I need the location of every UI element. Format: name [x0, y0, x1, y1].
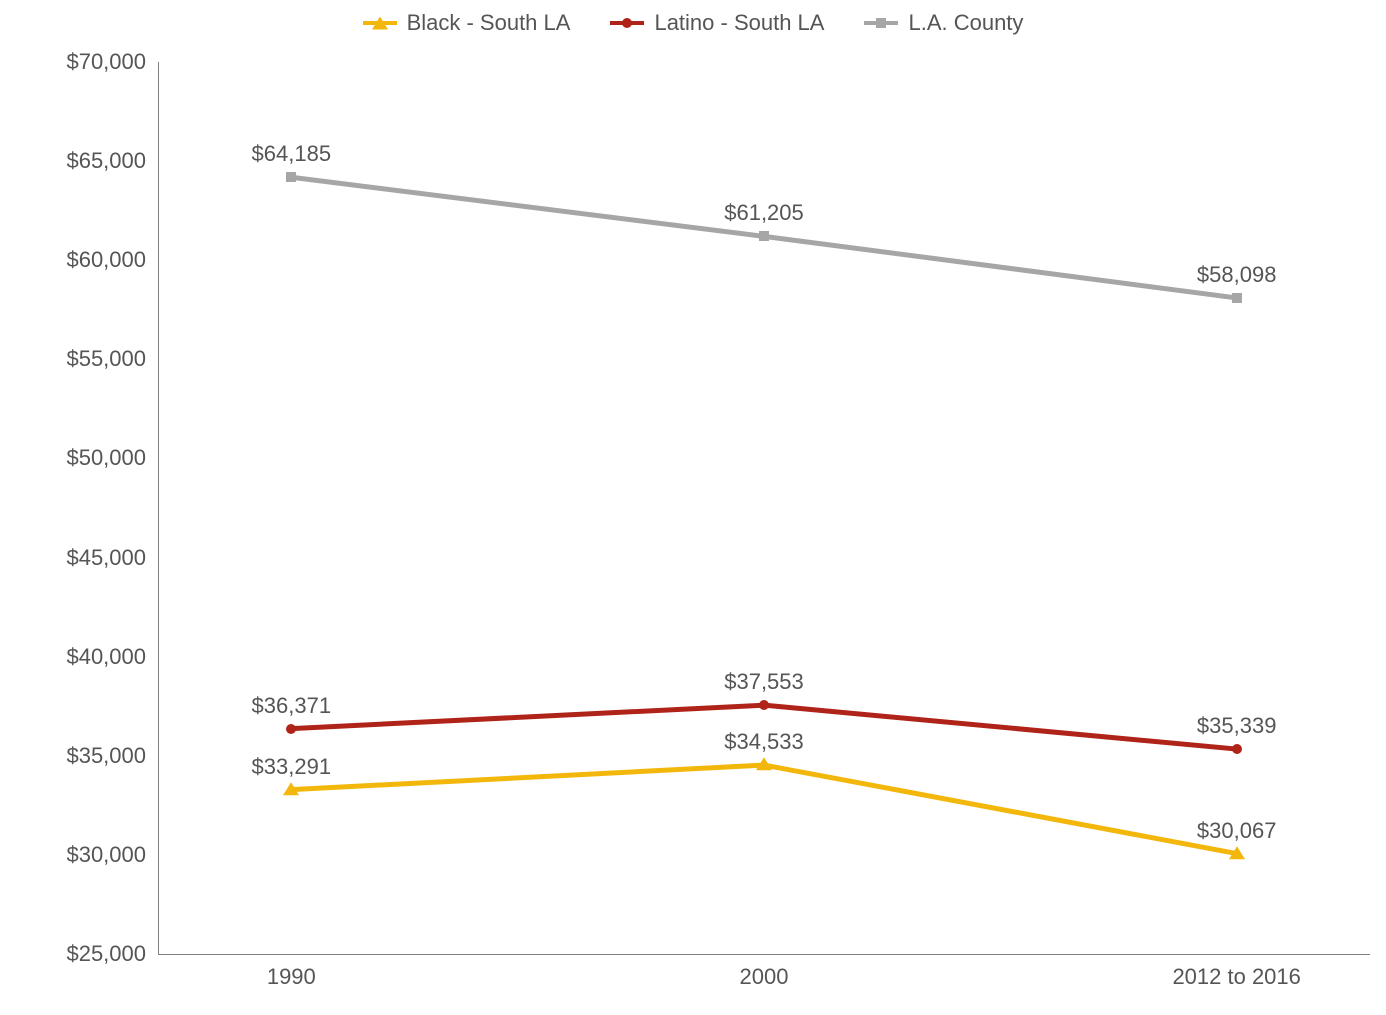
- legend-swatch: [610, 21, 644, 25]
- y-tick-label: $30,000: [6, 842, 146, 868]
- y-tick-label: $45,000: [6, 545, 146, 571]
- data-label: $61,205: [684, 200, 844, 226]
- y-tick-label: $35,000: [6, 743, 146, 769]
- data-label: $34,533: [684, 729, 844, 755]
- y-tick-label: $25,000: [6, 941, 146, 967]
- legend-label: Black - South LA: [407, 10, 571, 36]
- legend: Black - South LA Latino - South LA L.A. Co…: [0, 10, 1386, 36]
- y-tick-label: $60,000: [6, 247, 146, 273]
- y-tick-label: $40,000: [6, 644, 146, 670]
- y-tick-label: $70,000: [6, 49, 146, 75]
- data-label: $35,339: [1157, 713, 1317, 739]
- data-marker: [283, 782, 299, 795]
- legend-label: Latino - South LA: [654, 10, 824, 36]
- legend-marker: [876, 18, 886, 28]
- income-chart: Black - South LA Latino - South LA L.A. Co…: [0, 0, 1386, 1015]
- x-axis-line: [158, 954, 1370, 955]
- data-marker: [756, 757, 772, 770]
- y-tick-label: $50,000: [6, 445, 146, 471]
- data-label: $33,291: [211, 754, 371, 780]
- data-label: $30,067: [1157, 818, 1317, 844]
- legend-item: Black - South LA: [363, 10, 571, 36]
- series-line: [291, 765, 1236, 854]
- x-tick-label: 2000: [644, 964, 884, 990]
- legend-item: Latino - South LA: [610, 10, 824, 36]
- data-label: $64,185: [211, 141, 371, 167]
- legend-swatch: [864, 21, 898, 25]
- data-label: $36,371: [211, 693, 371, 719]
- legend-label: L.A. County: [908, 10, 1023, 36]
- data-marker: [1229, 846, 1245, 859]
- data-marker: [286, 724, 296, 734]
- legend-marker: [372, 17, 388, 30]
- x-tick-label: 1990: [171, 964, 411, 990]
- legend-item: L.A. County: [864, 10, 1023, 36]
- data-marker: [759, 700, 769, 710]
- plot-area: $33,291 $34,533 $30,067 $36,371 $37,553 $35,3…: [158, 62, 1370, 954]
- data-label: $37,553: [684, 669, 844, 695]
- legend-marker: [622, 18, 632, 28]
- data-marker: [286, 172, 296, 182]
- data-marker: [1232, 293, 1242, 303]
- data-marker: [1232, 744, 1242, 754]
- x-tick-label: 2012 to 2016: [1117, 964, 1357, 990]
- data-label: $58,098: [1157, 262, 1317, 288]
- y-tick-label: $65,000: [6, 148, 146, 174]
- y-tick-label: $55,000: [6, 346, 146, 372]
- data-marker: [759, 231, 769, 241]
- legend-swatch: [363, 21, 397, 25]
